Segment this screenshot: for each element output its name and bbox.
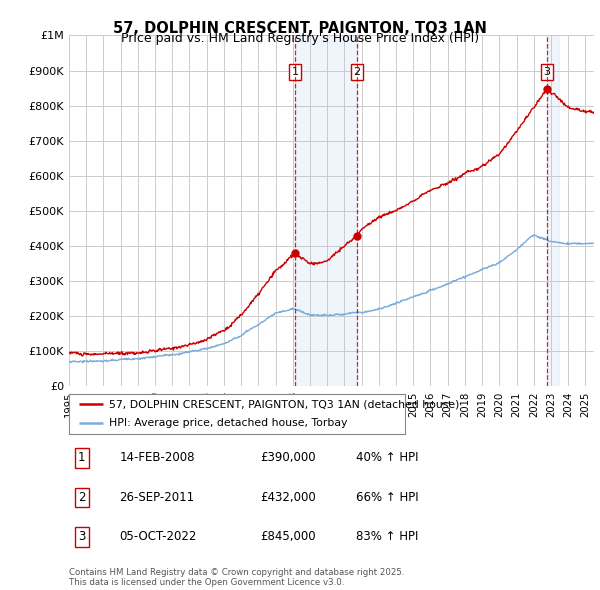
Text: HPI: Average price, detached house, Torbay: HPI: Average price, detached house, Torb… xyxy=(109,418,347,428)
Text: 3: 3 xyxy=(78,530,85,543)
Text: Price paid vs. HM Land Registry's House Price Index (HPI): Price paid vs. HM Land Registry's House … xyxy=(121,32,479,45)
Text: 2: 2 xyxy=(353,67,361,77)
Text: 83% ↑ HPI: 83% ↑ HPI xyxy=(356,530,419,543)
Text: £845,000: £845,000 xyxy=(260,530,316,543)
Text: 57, DOLPHIN CRESCENT, PAIGNTON, TQ3 1AN (detached house): 57, DOLPHIN CRESCENT, PAIGNTON, TQ3 1AN … xyxy=(109,399,460,409)
Text: 3: 3 xyxy=(544,67,550,77)
Text: 40% ↑ HPI: 40% ↑ HPI xyxy=(356,451,419,464)
Text: 66% ↑ HPI: 66% ↑ HPI xyxy=(356,491,419,504)
Text: Contains HM Land Registry data © Crown copyright and database right 2025.
This d: Contains HM Land Registry data © Crown c… xyxy=(69,568,404,587)
Text: 1: 1 xyxy=(78,451,85,464)
Bar xyxy=(295,35,357,386)
Text: 57, DOLPHIN CRESCENT, PAIGNTON, TQ3 1AN: 57, DOLPHIN CRESCENT, PAIGNTON, TQ3 1AN xyxy=(113,21,487,35)
Text: 26-SEP-2011: 26-SEP-2011 xyxy=(119,491,194,504)
Text: 1: 1 xyxy=(292,67,298,77)
Text: £432,000: £432,000 xyxy=(260,491,316,504)
Text: 2: 2 xyxy=(78,491,85,504)
Bar xyxy=(547,35,559,386)
Text: £390,000: £390,000 xyxy=(260,451,316,464)
Text: 05-OCT-2022: 05-OCT-2022 xyxy=(119,530,197,543)
Text: 14-FEB-2008: 14-FEB-2008 xyxy=(119,451,195,464)
